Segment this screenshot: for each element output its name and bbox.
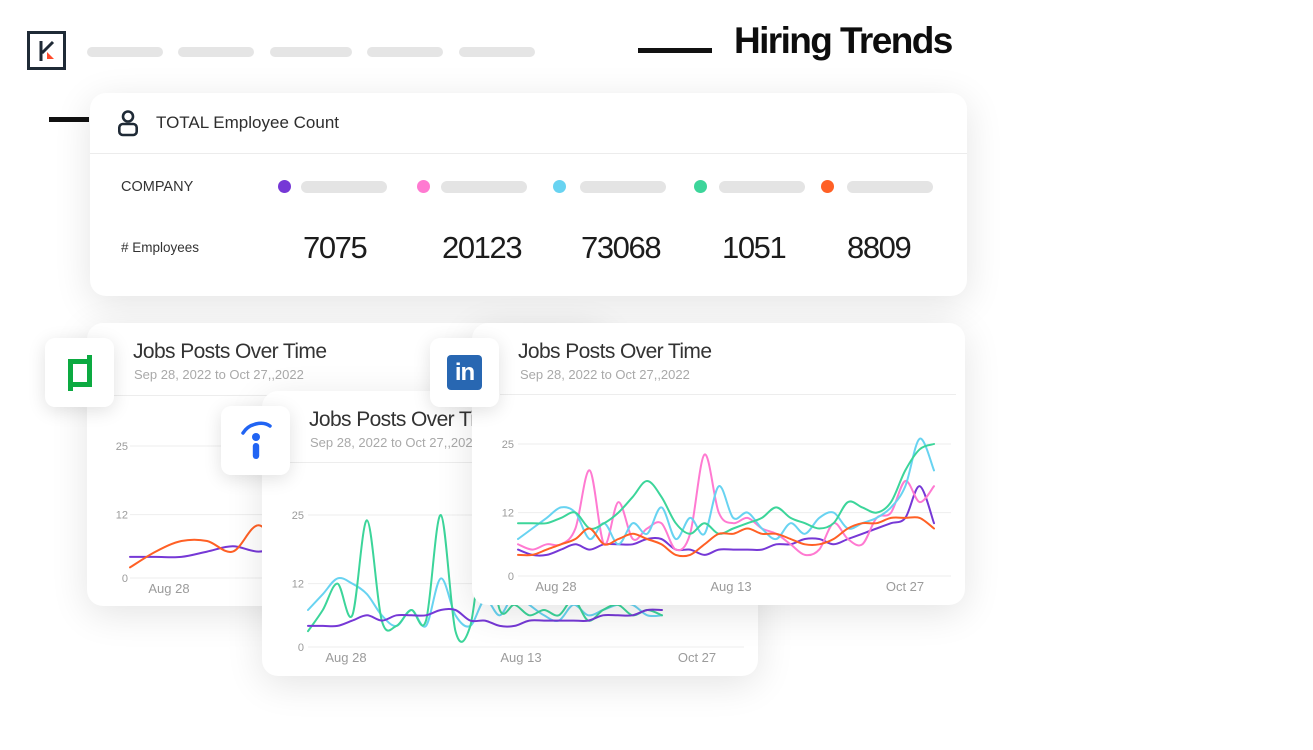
x-tick-label: Oct 27 — [886, 579, 924, 594]
company-color-dot — [417, 180, 430, 193]
brand-logo[interactable] — [27, 31, 66, 70]
job-posts-chart: 0 12 25 Aug 28 Aug 13 Oct 27 — [502, 437, 951, 594]
company-color-dot — [821, 180, 834, 193]
company-color-dot — [278, 180, 291, 193]
y-tick-label: 12 — [502, 508, 514, 520]
x-tick-label: Aug 28 — [535, 579, 576, 594]
company-name-placeholder — [441, 181, 527, 193]
company-name-placeholder — [719, 181, 805, 193]
y-tick-label: 25 — [116, 441, 128, 453]
company-name-placeholder — [301, 181, 387, 193]
company-name-placeholder — [580, 181, 666, 193]
company-color-dot — [694, 180, 707, 193]
series-line — [517, 453, 935, 557]
brand-logo-icon — [39, 40, 54, 61]
person-icon — [117, 110, 138, 137]
series-line — [517, 485, 935, 557]
chart-title: Jobs Posts Over Time — [518, 340, 712, 363]
series-line — [517, 516, 935, 558]
x-tick-label: Aug 28 — [325, 650, 366, 665]
title-dash-decoration — [638, 48, 712, 53]
x-tick-label: Aug 28 — [148, 581, 189, 596]
y-tick-label: 12 — [292, 579, 304, 591]
x-tick-label: Aug 13 — [710, 579, 751, 594]
employee-card-header: TOTAL Employee Count — [90, 93, 967, 154]
employee-count-value: 1051 — [722, 230, 787, 265]
chart-title: Jobs Posts Over Time — [133, 340, 327, 363]
chart-date-range: Sep 28, 2022 to Oct 27,,2022 — [310, 435, 480, 450]
nav-item-2[interactable] — [178, 47, 254, 57]
company-name-placeholder — [847, 181, 933, 193]
employee-card-title: TOTAL Employee Count — [156, 113, 339, 132]
nav-item-5[interactable] — [459, 47, 535, 57]
page-title: Hiring Trends — [734, 20, 953, 61]
glassdoor-logo-badge[interactable] — [45, 338, 114, 407]
employees-row-label: # Employees — [121, 240, 200, 255]
glassdoor-icon — [67, 354, 92, 391]
x-tick-label: Oct 27 — [678, 650, 716, 665]
employee-count-value: 8809 — [847, 230, 912, 265]
linkedin-icon: in — [447, 355, 482, 390]
y-tick-label: 0 — [298, 642, 304, 654]
y-tick-label: 12 — [116, 510, 128, 522]
chart-title: Jobs Posts Over Time — [309, 408, 503, 431]
chart-date-range: Sep 28, 2022 to Oct 27,,2022 — [134, 367, 304, 382]
series-line — [307, 608, 663, 628]
linkedin-logo-badge[interactable]: in — [430, 338, 499, 407]
nav-item-3[interactable] — [270, 47, 352, 57]
y-tick-label: 0 — [508, 571, 514, 583]
side-dash-decoration — [49, 117, 89, 122]
employee-count-value: 7075 — [303, 230, 368, 265]
y-tick-label: 0 — [122, 573, 128, 585]
job-posts-card-linkedin: Jobs Posts Over Time Sep 28, 2022 to Oct… — [472, 323, 965, 605]
employee-count-card: TOTAL Employee Count COMPANY # Employees… — [90, 93, 967, 296]
employee-count-value: 73068 — [581, 230, 662, 265]
indeed-icon — [240, 421, 272, 459]
nav-item-1[interactable] — [87, 47, 163, 57]
y-tick-label: 25 — [292, 510, 304, 522]
x-tick-label: Aug 13 — [500, 650, 541, 665]
company-row-label: COMPANY — [121, 179, 194, 195]
nav-item-4[interactable] — [367, 47, 443, 57]
y-tick-label: 25 — [502, 439, 514, 451]
indeed-logo-badge[interactable] — [221, 406, 290, 475]
employee-count-value: 20123 — [442, 230, 523, 265]
chart-date-range: Sep 28, 2022 to Oct 27,,2022 — [520, 367, 690, 382]
chart-separator — [500, 394, 956, 395]
company-color-dot — [553, 180, 566, 193]
